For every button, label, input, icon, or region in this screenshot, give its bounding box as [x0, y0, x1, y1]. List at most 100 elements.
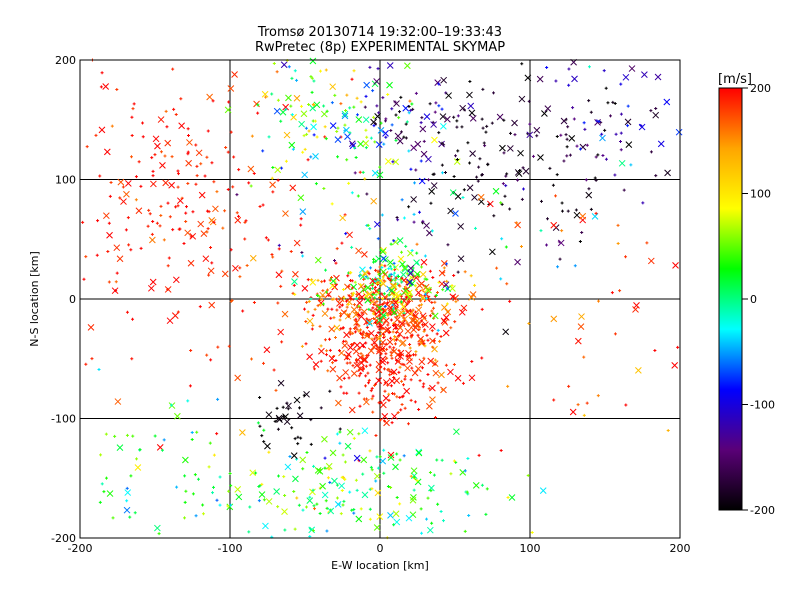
data-point-plus-marker — [295, 496, 299, 500]
data-point-plus-marker — [365, 325, 369, 329]
data-point-plus-marker — [389, 272, 393, 276]
data-point-plus-marker — [419, 121, 423, 125]
data-point-plus-marker — [649, 109, 653, 113]
data-point-plus-marker — [499, 448, 503, 452]
data-point-x-marker — [381, 413, 389, 420]
data-point-plus-marker — [600, 132, 604, 136]
data-point-plus-marker — [508, 207, 512, 211]
data-point-plus-marker — [241, 309, 245, 313]
data-point-x-marker — [325, 462, 333, 470]
data-point-x-marker — [413, 270, 421, 278]
data-point-x-marker — [599, 134, 606, 142]
data-point-plus-marker — [195, 164, 199, 168]
data-point-x-marker — [212, 205, 219, 213]
data-point-x-marker — [370, 197, 378, 205]
data-point-plus-marker — [277, 474, 281, 478]
data-point-x-marker — [632, 306, 639, 313]
data-point-x-marker — [288, 141, 296, 149]
data-point-plus-marker — [215, 190, 219, 194]
data-point-plus-marker — [378, 455, 382, 459]
data-point-x-marker — [371, 169, 379, 177]
data-point-plus-marker — [402, 454, 406, 458]
data-point-x-marker — [123, 190, 130, 198]
data-point-x-marker — [334, 501, 342, 508]
data-point-plus-marker — [237, 214, 241, 218]
data-point-x-marker — [426, 526, 434, 534]
data-point-plus-marker — [336, 126, 340, 130]
data-point-plus-marker — [332, 297, 336, 301]
data-point-plus-marker — [243, 237, 247, 241]
data-point-plus-marker — [376, 67, 380, 71]
data-point-plus-marker — [277, 243, 281, 247]
data-point-plus-marker — [389, 350, 393, 354]
data-point-plus-marker — [355, 488, 359, 492]
data-point-x-marker — [420, 150, 428, 158]
data-point-plus-marker — [272, 368, 276, 372]
x-axis-ticks: -200 -100 0 100 200 — [68, 542, 691, 555]
data-point-plus-marker — [359, 100, 363, 104]
data-point-plus-marker — [322, 279, 326, 283]
data-point-plus-marker — [619, 112, 623, 116]
data-point-plus-marker — [396, 411, 400, 415]
data-point-plus-marker — [262, 498, 266, 502]
data-point-plus-marker — [365, 192, 369, 196]
data-point-plus-marker — [218, 475, 222, 479]
data-point-plus-marker — [367, 272, 371, 276]
data-point-plus-marker — [328, 337, 332, 341]
data-point-plus-marker — [405, 272, 409, 276]
data-point-x-marker — [103, 148, 111, 156]
data-point-plus-marker — [292, 489, 296, 493]
data-point-plus-marker — [166, 201, 170, 205]
data-point-plus-marker — [343, 460, 347, 464]
data-point-x-marker — [285, 94, 292, 102]
data-point-x-marker — [106, 231, 113, 239]
data-point-plus-marker — [176, 185, 180, 189]
data-point-plus-marker — [349, 297, 353, 301]
data-point-plus-marker — [399, 130, 403, 134]
data-point-x-marker — [282, 103, 289, 111]
data-point-plus-marker — [207, 273, 211, 277]
data-point-plus-marker — [352, 327, 356, 331]
data-point-x-marker — [329, 122, 337, 129]
data-point-plus-marker — [235, 193, 239, 197]
data-point-plus-marker — [440, 171, 444, 175]
data-point-plus-marker — [209, 358, 213, 362]
data-point-x-marker — [402, 287, 409, 295]
data-point-plus-marker — [401, 383, 405, 387]
data-point-plus-marker — [153, 153, 157, 157]
data-point-plus-marker — [345, 361, 349, 365]
data-point-plus-marker — [373, 383, 377, 387]
data-point-plus-marker — [284, 159, 288, 163]
data-point-plus-marker — [480, 173, 484, 177]
data-point-plus-marker — [325, 349, 329, 353]
data-point-plus-marker — [393, 265, 397, 269]
data-point-x-marker — [672, 262, 679, 269]
data-point-plus-marker — [582, 355, 586, 359]
data-point-plus-marker — [296, 442, 300, 446]
data-point-plus-marker — [344, 108, 348, 112]
data-point-plus-marker — [306, 310, 310, 314]
data-point-plus-marker — [355, 113, 359, 117]
data-point-plus-marker — [440, 163, 444, 167]
data-point-plus-marker — [567, 67, 571, 71]
data-point-plus-marker — [359, 507, 363, 511]
data-point-plus-marker — [412, 475, 416, 479]
data-point-plus-marker — [555, 173, 559, 177]
data-point-plus-marker — [150, 156, 154, 160]
data-point-x-marker — [334, 136, 342, 144]
data-point-plus-marker — [508, 131, 512, 135]
data-point-plus-marker — [285, 401, 289, 405]
data-point-plus-marker — [398, 293, 402, 297]
data-point-plus-marker — [406, 422, 410, 426]
data-point-x-marker — [344, 283, 351, 291]
data-point-plus-marker — [397, 334, 401, 338]
data-point-x-marker — [387, 259, 394, 266]
colorbar-tick-label: -200 — [750, 504, 775, 517]
data-point-plus-marker — [370, 468, 374, 472]
data-point-plus-marker — [377, 272, 381, 276]
data-point-x-marker — [98, 126, 106, 134]
data-point-plus-marker — [326, 476, 330, 480]
data-point-x-marker — [578, 313, 585, 320]
data-point-plus-marker — [395, 452, 399, 456]
data-point-plus-marker — [422, 356, 426, 360]
